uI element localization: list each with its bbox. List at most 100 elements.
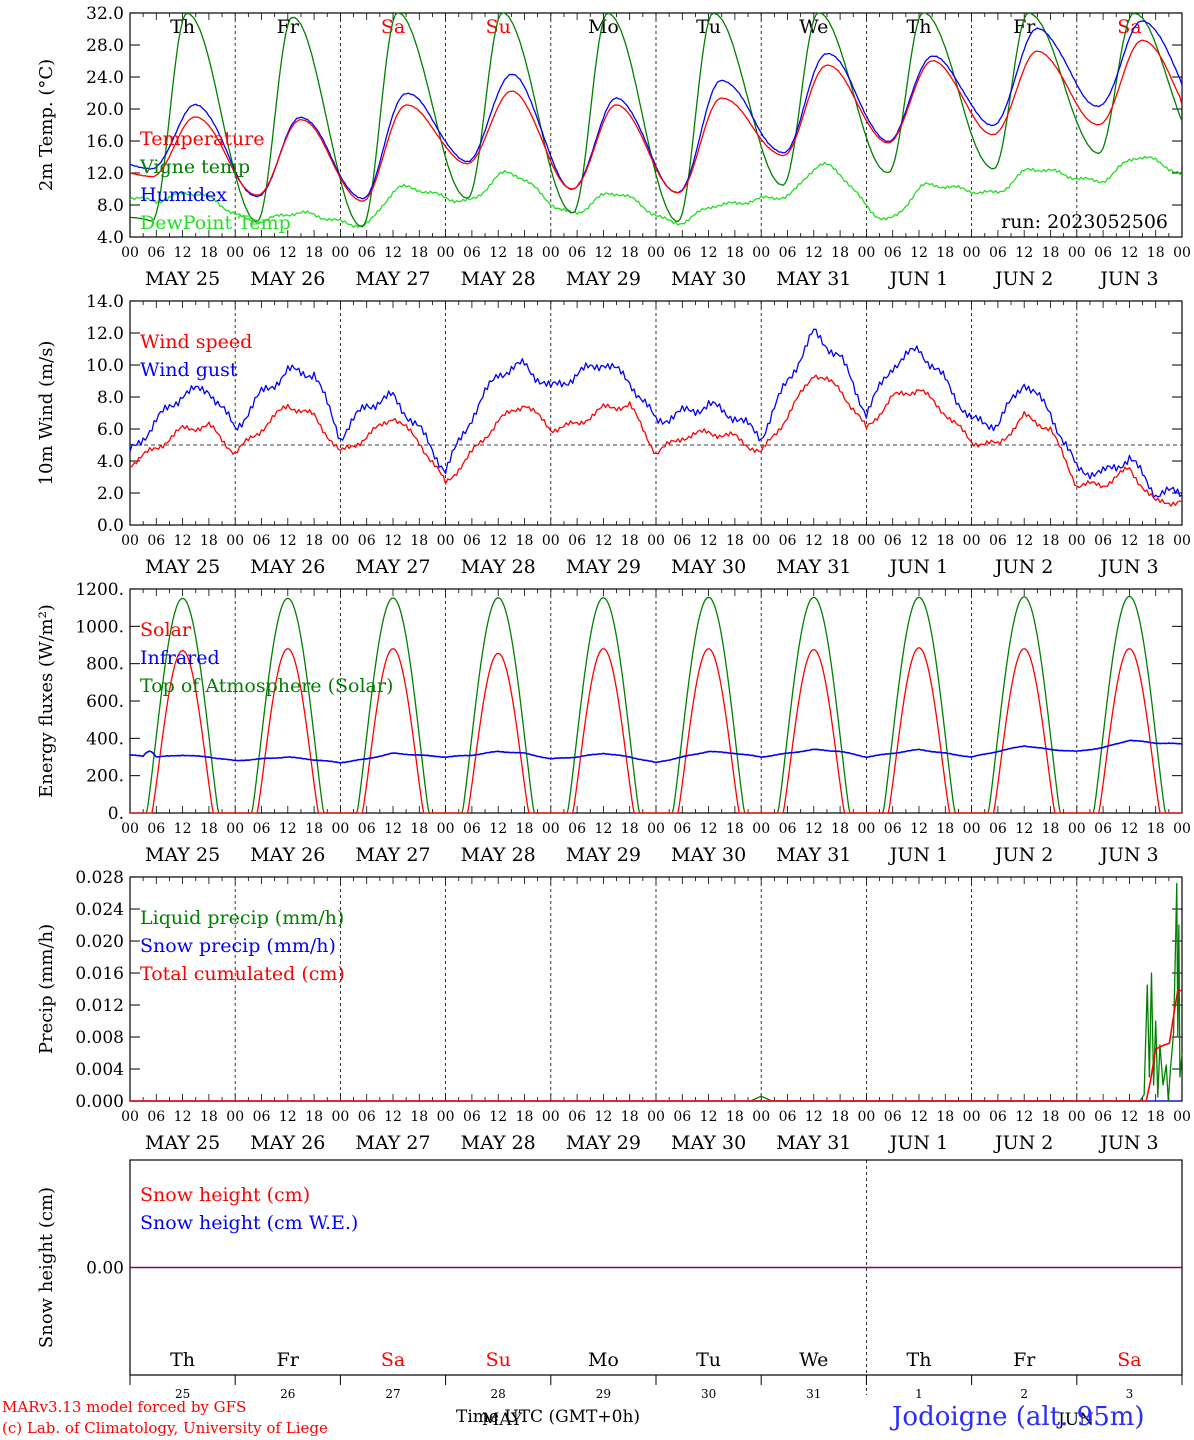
hour-label: 18 xyxy=(305,245,323,261)
legend-entry: Solar xyxy=(140,619,192,641)
y-tick-label: 0.000 xyxy=(75,1092,124,1112)
hour-label: 18 xyxy=(200,533,218,549)
hour-label: 00 xyxy=(1068,533,1086,549)
y-tick-label: 12.0 xyxy=(86,164,124,184)
day-header: Sa xyxy=(381,1349,405,1371)
month-label-jun: JUN xyxy=(1056,1410,1094,1430)
hour-label: 12 xyxy=(1120,245,1138,261)
hour-label: 18 xyxy=(410,245,428,261)
hour-label: 12 xyxy=(384,1109,402,1125)
hour-label: 06 xyxy=(673,245,691,261)
hour-label: 18 xyxy=(621,533,639,549)
legend-entry: Total cumulated (cm) xyxy=(140,963,345,985)
y-tick-label: 800. xyxy=(86,655,124,675)
hour-label: 18 xyxy=(621,1109,639,1125)
y-axis-label: 2m Temp. (°C) xyxy=(36,59,57,191)
infrared-series-line xyxy=(129,739,1183,764)
day-header: Mo xyxy=(588,1349,619,1371)
hour-label: 06 xyxy=(358,533,376,549)
hour-label: 00 xyxy=(437,821,455,837)
hour-label: 12 xyxy=(384,821,402,837)
day-header: We xyxy=(799,1349,828,1371)
y-tick-label: 6.0 xyxy=(97,420,124,440)
date-label: JUN 1 xyxy=(888,556,948,578)
hour-label: 06 xyxy=(989,821,1007,837)
hour-label: 12 xyxy=(700,533,718,549)
hour-label: 18 xyxy=(410,821,428,837)
month-label-may: MAY xyxy=(482,1410,523,1430)
hour-label: 06 xyxy=(463,821,481,837)
hour-label: 00 xyxy=(752,821,770,837)
date-label: JUN 1 xyxy=(888,1132,948,1154)
hour-label: 06 xyxy=(147,533,165,549)
date-label: MAY 25 xyxy=(145,556,220,578)
hour-label: 18 xyxy=(516,1109,534,1125)
y-tick-label: 12.0 xyxy=(86,324,124,344)
y-tick-label: 0.024 xyxy=(75,900,124,920)
legend-entry: Humidex xyxy=(140,184,227,206)
hour-label: 06 xyxy=(673,1109,691,1125)
date-label: MAY 27 xyxy=(355,268,430,290)
date-label: MAY 30 xyxy=(671,556,746,578)
hour-label: 18 xyxy=(516,245,534,261)
hour-label: 06 xyxy=(1094,245,1112,261)
hour-label: 06 xyxy=(358,1109,376,1125)
hour-label: 06 xyxy=(147,1109,165,1125)
hour-label: 00 xyxy=(1068,245,1086,261)
date-label: MAY 31 xyxy=(776,268,851,290)
hour-label: 00 xyxy=(647,245,665,261)
hour-label: 12 xyxy=(1120,821,1138,837)
hour-label: 00 xyxy=(752,1109,770,1125)
hour-label: 06 xyxy=(779,1109,797,1125)
hour-label: 00 xyxy=(226,1109,244,1125)
day-header: Fr xyxy=(1013,16,1036,38)
hour-label: 18 xyxy=(1042,533,1060,549)
hour-label: 12 xyxy=(489,245,507,261)
day-number-label: 1 xyxy=(915,1387,923,1401)
hour-label: 18 xyxy=(936,533,954,549)
y-axis-label: Precip (mm/h) xyxy=(36,924,57,1054)
hour-label: 06 xyxy=(358,821,376,837)
hour-label: 00 xyxy=(226,245,244,261)
hour-label: 00 xyxy=(331,533,349,549)
temperature-series-line xyxy=(129,39,1183,202)
hour-label: 06 xyxy=(884,1109,902,1125)
humidex-series-line xyxy=(129,20,1183,200)
day-header: We xyxy=(799,16,828,38)
copyright-credit: (c) Lab. of Climatology, University of L… xyxy=(2,1419,328,1437)
date-label: MAY 28 xyxy=(461,556,536,578)
day-header: Sa xyxy=(1117,1349,1141,1371)
y-axis-label: Energy fluxes (W/m²) xyxy=(36,604,57,798)
date-label: JUN 2 xyxy=(993,844,1053,866)
date-label: JUN 3 xyxy=(1098,1132,1158,1154)
hour-label: 00 xyxy=(1068,821,1086,837)
legend-entry: Wind gust xyxy=(140,359,238,381)
hour-label: 00 xyxy=(121,533,139,549)
hour-label: 12 xyxy=(910,821,928,837)
vigne-temp-series-line xyxy=(129,12,1183,228)
y-tick-label: 0.020 xyxy=(75,932,124,952)
date-label: MAY 29 xyxy=(566,268,641,290)
hour-label: 06 xyxy=(358,245,376,261)
hour-label: 12 xyxy=(279,533,297,549)
hour-label: 18 xyxy=(516,821,534,837)
hour-label: 06 xyxy=(779,533,797,549)
hour-label: 18 xyxy=(936,821,954,837)
day-number-label: 25 xyxy=(175,1387,190,1401)
date-label: JUN 3 xyxy=(1098,268,1158,290)
liquid-precip-series-line xyxy=(750,882,1183,1102)
hour-label: 18 xyxy=(410,533,428,549)
hour-label: 18 xyxy=(1147,821,1165,837)
hour-label: 12 xyxy=(489,1109,507,1125)
day-header: Th xyxy=(170,16,195,38)
hour-label: 06 xyxy=(253,533,271,549)
hour-label: 00 xyxy=(542,245,560,261)
hour-label: 00 xyxy=(963,533,981,549)
hour-label: 12 xyxy=(1015,245,1033,261)
hour-label: 00 xyxy=(1173,821,1191,837)
hour-label: 12 xyxy=(384,245,402,261)
day-number-label: 28 xyxy=(491,1387,506,1401)
y-tick-label: 0.0 xyxy=(97,516,124,536)
day-header: Tu xyxy=(696,16,721,38)
date-label: MAY 28 xyxy=(461,1132,536,1154)
